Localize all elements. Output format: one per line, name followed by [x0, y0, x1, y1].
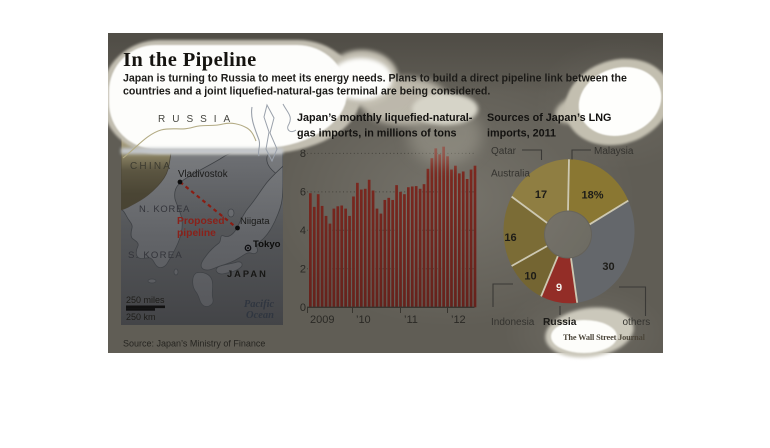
svg-text:imports, 2011: imports, 2011 — [487, 128, 556, 140]
svg-text:10: 10 — [524, 271, 536, 283]
svg-text:’11: ’11 — [404, 314, 418, 326]
svg-text:Russia: Russia — [543, 317, 577, 328]
svg-text:Indonesia: Indonesia — [491, 317, 535, 328]
svg-text:Japan is turning to Russia to: Japan is turning to Russia to meet its e… — [123, 73, 627, 85]
svg-text:30: 30 — [602, 261, 614, 273]
svg-text:RUSSIA: RUSSIA — [158, 114, 237, 125]
svg-text:Australia: Australia — [491, 169, 530, 180]
svg-text:16: 16 — [504, 232, 516, 244]
svg-text:gas imports, in millions of to: gas imports, in millions of tons — [297, 128, 457, 140]
svg-text:countries and a joint liquefie: countries and a joint liquefied-natural-… — [123, 86, 490, 98]
svg-text:Niigata: Niigata — [240, 216, 270, 227]
svg-text:0: 0 — [300, 302, 306, 314]
svg-text:JAPAN: JAPAN — [227, 269, 268, 279]
svg-text:Proposed: Proposed — [177, 216, 225, 227]
svg-text:In the Pipeline: In the Pipeline — [123, 49, 257, 71]
svg-text:Ocean: Ocean — [246, 310, 274, 321]
svg-text:Vladivostok: Vladivostok — [178, 169, 228, 180]
svg-text:2: 2 — [300, 264, 306, 276]
svg-text:9: 9 — [556, 282, 562, 294]
svg-text:2009: 2009 — [310, 314, 334, 326]
svg-text:250 km: 250 km — [126, 312, 156, 322]
svg-text:Malaysia: Malaysia — [594, 146, 634, 157]
svg-text:17: 17 — [535, 189, 547, 201]
svg-text:S. KOREA: S. KOREA — [128, 250, 183, 261]
svg-text:pipeline: pipeline — [177, 228, 216, 239]
svg-text:N. KOREA: N. KOREA — [139, 203, 190, 214]
svg-text:250 miles: 250 miles — [126, 295, 165, 305]
svg-text:Source: Japan’s Ministry of Fi: Source: Japan’s Ministry of Finance — [123, 339, 265, 349]
svg-text:6: 6 — [300, 187, 306, 199]
svg-text:CHINA: CHINA — [130, 161, 172, 172]
svg-text:Tokyo: Tokyo — [253, 239, 281, 250]
svg-text:18%: 18% — [581, 190, 603, 202]
svg-text:Sources of Japan’s LNG: Sources of Japan’s LNG — [487, 112, 611, 124]
svg-text:Qatar: Qatar — [491, 146, 517, 157]
svg-text:8: 8 — [300, 148, 306, 160]
svg-text:others: others — [623, 317, 651, 328]
svg-text:’12: ’12 — [451, 314, 466, 326]
svg-text:4: 4 — [300, 225, 306, 237]
svg-text:Japan’s monthly liquefied-natu: Japan’s monthly liquefied-natural- — [297, 112, 473, 124]
svg-text:Pacific: Pacific — [244, 299, 275, 310]
svg-text:’10: ’10 — [356, 314, 371, 326]
svg-text:The Wall Street Journal: The Wall Street Journal — [563, 333, 646, 342]
